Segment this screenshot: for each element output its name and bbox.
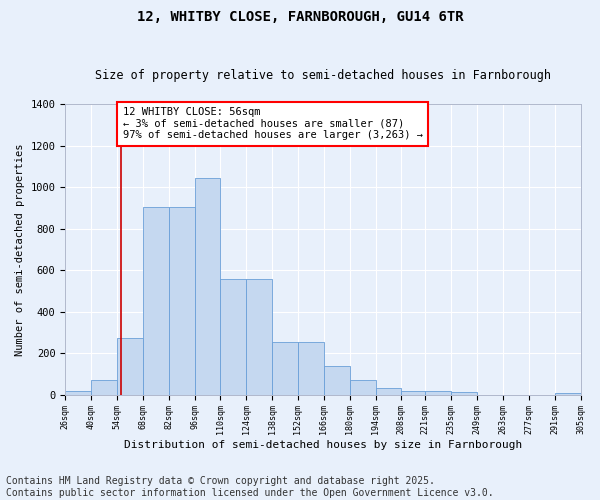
- Bar: [91, 380, 117, 394]
- Bar: [246, 280, 272, 394]
- Bar: [117, 338, 143, 394]
- Bar: [425, 390, 451, 394]
- Bar: [451, 392, 477, 394]
- Bar: [272, 342, 298, 394]
- Text: 12, WHITBY CLOSE, FARNBOROUGH, GU14 6TR: 12, WHITBY CLOSE, FARNBOROUGH, GU14 6TR: [137, 10, 463, 24]
- Text: 12 WHITBY CLOSE: 56sqm
← 3% of semi-detached houses are smaller (87)
97% of semi: 12 WHITBY CLOSE: 56sqm ← 3% of semi-deta…: [122, 107, 422, 140]
- Text: Contains HM Land Registry data © Crown copyright and database right 2025.
Contai: Contains HM Land Registry data © Crown c…: [6, 476, 494, 498]
- Bar: [65, 390, 91, 394]
- Bar: [298, 342, 324, 394]
- Bar: [554, 392, 581, 394]
- Y-axis label: Number of semi-detached properties: Number of semi-detached properties: [15, 143, 25, 356]
- Bar: [401, 390, 425, 394]
- X-axis label: Distribution of semi-detached houses by size in Farnborough: Distribution of semi-detached houses by …: [124, 440, 522, 450]
- Bar: [220, 280, 246, 394]
- Title: Size of property relative to semi-detached houses in Farnborough: Size of property relative to semi-detach…: [95, 69, 551, 82]
- Bar: [376, 388, 401, 394]
- Bar: [169, 207, 194, 394]
- Bar: [350, 380, 376, 394]
- Bar: [324, 366, 350, 394]
- Bar: [143, 207, 169, 394]
- Bar: [194, 178, 220, 394]
